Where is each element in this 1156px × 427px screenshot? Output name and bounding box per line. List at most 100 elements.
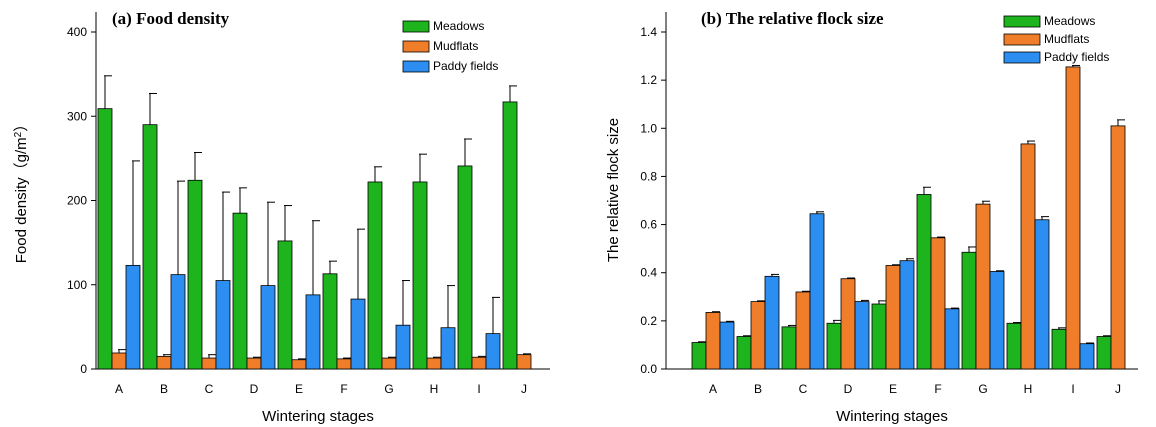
y-tick-label: 1.4 [640,25,657,39]
bar-meadows [1051,328,1067,370]
y-tick-label: 0 [80,362,87,376]
bar-mudflats [930,237,946,370]
bar-mudflats [795,291,811,370]
bar-mudflats [426,357,442,370]
x-tick-label: C [799,382,808,396]
bar-mudflats [885,265,901,370]
legend-swatch [1003,51,1041,64]
y-tick-label: 100 [67,278,87,292]
bar-paddy-fields [899,260,915,370]
legend-label: Mudflats [433,39,478,53]
x-tick-label: D [844,382,853,396]
bar-mudflats [705,312,721,370]
bar-mudflats [1065,66,1081,370]
bar-paddy-fields [305,294,321,370]
bar-mudflats [336,358,352,370]
bar-meadows [322,273,338,370]
bar-meadows [916,194,932,370]
y-tick-label: 400 [67,25,87,39]
legend-swatch [402,60,430,73]
bar-meadows [457,165,473,370]
bar-paddy-fields [1034,219,1050,370]
bar-mudflats [201,357,217,370]
bar-meadows [412,181,428,370]
x-tick-label: F [340,382,347,396]
bar-meadows [367,181,383,370]
bar-meadows [142,124,158,370]
y-tick-label: 0.8 [640,169,657,183]
legend-label: Paddy fields [433,59,498,73]
bar-paddy-fields [215,280,231,370]
food-density-chart: (a) Food density 0 100 200 300 400 A B C D E F G H I J W… [13,9,550,425]
x-axis-label: Wintering stages [836,408,948,425]
x-tick-label: H [1024,382,1033,396]
bar-paddy-fields [485,333,501,370]
x-tick-label: J [1115,382,1121,396]
bar-mudflats [156,355,172,370]
bar-mudflats [750,301,766,370]
bar-paddy-fields [125,264,141,370]
bar-paddy-fields [395,324,411,370]
legend-label: Paddy fields [1044,50,1109,64]
legend-swatch [1003,15,1041,28]
bar-mudflats [840,278,856,370]
bar-meadows [781,326,797,370]
bar-mudflats [111,352,127,370]
legend-label: Meadows [433,19,484,33]
x-tick-label: G [978,382,987,396]
bar-meadows [871,303,887,370]
bar-meadows [187,179,203,370]
bar-paddy-fields [719,321,735,370]
x-tick-label: E [889,382,897,396]
y-tick-label: 0.2 [640,314,657,328]
y-axis-label: The relative flock size [605,118,622,262]
bar-mudflats [471,356,487,370]
chart-title: (a) Food density [112,9,230,28]
bar-paddy-fields [350,298,366,370]
x-tick-label: B [754,382,762,396]
x-tick-label: A [709,382,717,396]
bar-paddy-fields [170,274,186,370]
bar-mudflats [1020,143,1036,370]
y-tick-label: 0.0 [640,362,657,376]
bar-paddy-fields [1079,343,1095,370]
bar-mudflats [975,203,991,370]
legend-swatch [402,20,430,33]
bar-mudflats [246,357,262,370]
y-tick-label: 0.6 [640,218,657,232]
x-tick-label: D [250,382,259,396]
x-tick-label: G [384,382,393,396]
bar-meadows [502,101,518,370]
y-tick-label: 300 [67,109,87,123]
x-tick-label: I [477,382,480,396]
y-tick-label: 0.4 [640,266,657,280]
bar-meadows [277,240,293,370]
legend-label: Meadows [1044,14,1095,28]
x-tick-label: C [205,382,214,396]
x-tick-label: H [430,382,439,396]
bar-meadows [826,322,842,370]
bar-mudflats [1110,125,1126,370]
bar-mudflats [381,357,397,370]
x-tick-label: A [115,382,123,396]
bar-meadows [232,212,248,370]
x-axis-label: Wintering stages [262,408,374,425]
bar-paddy-fields [764,275,780,370]
bar-paddy-fields [989,271,1005,370]
y-tick-label: 1.0 [640,121,657,135]
legend-swatch [402,40,430,53]
bar-meadows [97,108,113,370]
x-tick-label: B [160,382,168,396]
bar-paddy-fields [809,213,825,370]
bar-meadows [961,251,977,370]
y-axis-label: Food density（g/m2） [13,117,31,263]
legend-label: Mudflats [1044,32,1089,46]
y-tick-label: 1.2 [640,73,657,87]
x-tick-label: F [934,382,941,396]
chart-title: (b) The relative flock size [701,9,884,28]
x-tick-label: J [521,382,527,396]
bar-meadows [1006,322,1022,370]
bar-mudflats [516,354,532,370]
bar-meadows [691,342,707,370]
